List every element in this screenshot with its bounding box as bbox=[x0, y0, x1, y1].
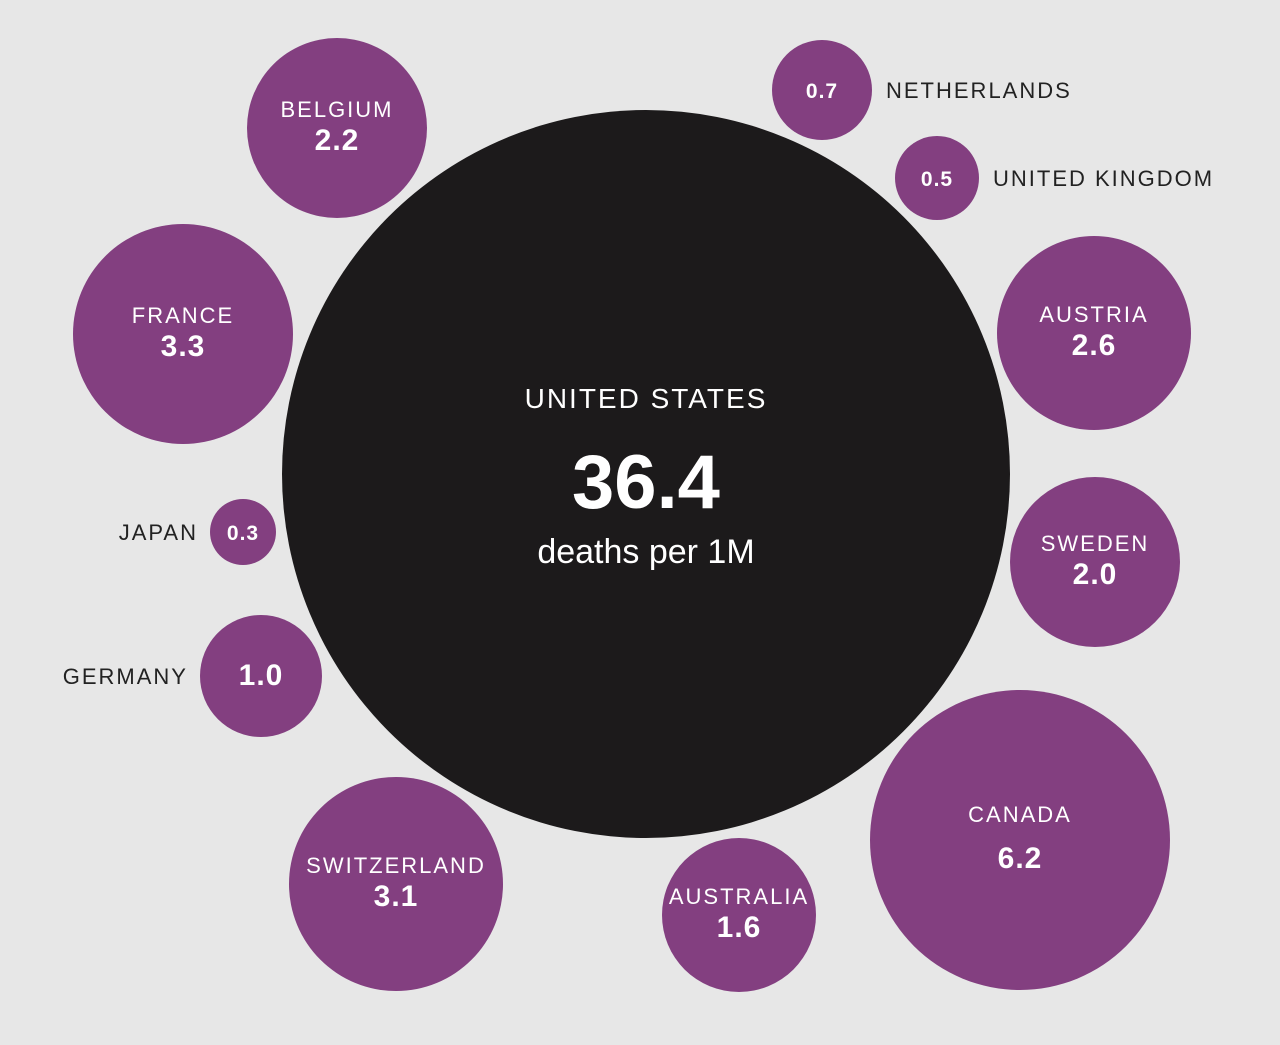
bubble-circle-belgium bbox=[247, 38, 427, 218]
bubble-circle-switzerland bbox=[289, 777, 503, 991]
bubble-name-united-kingdom: UNITED KINGDOM bbox=[993, 166, 1214, 191]
focus-country-label: UNITED STATES bbox=[525, 383, 768, 414]
bubble-name-japan: JAPAN bbox=[119, 520, 198, 545]
bubble-netherlands: 0.7 NETHERLANDS bbox=[772, 40, 1072, 140]
bubble-value-australia: 1.6 bbox=[717, 911, 762, 944]
bubble-circle-netherlands bbox=[772, 40, 872, 140]
bubble-canada: CANADA 6.2 bbox=[870, 690, 1170, 990]
bubble-circle-austria bbox=[997, 236, 1191, 430]
bubble-circle-germany bbox=[200, 615, 322, 737]
bubble-value-germany: 1.0 bbox=[239, 659, 284, 692]
bubble-name-canada: CANADA bbox=[968, 802, 1072, 827]
bubble-value-netherlands: 0.7 bbox=[806, 80, 838, 103]
focus-bubble-group: UNITED STATES 36.4 deaths per 1M bbox=[282, 110, 1010, 838]
focus-value-label: 36.4 bbox=[572, 440, 720, 525]
bubble-name-switzerland: SWITZERLAND bbox=[306, 853, 486, 878]
bubble-value-sweden: 2.0 bbox=[1073, 558, 1118, 591]
bubble-circle-australia bbox=[662, 838, 816, 992]
bubble-germany: 1.0 GERMANY bbox=[63, 615, 322, 737]
bubble-circle-france bbox=[73, 224, 293, 444]
bubble-name-belgium: BELGIUM bbox=[280, 97, 393, 122]
bubble-united-kingdom: 0.5 UNITED KINGDOM bbox=[895, 136, 1214, 220]
bubble-name-france: FRANCE bbox=[132, 303, 234, 328]
bubble-circle-sweden bbox=[1010, 477, 1180, 647]
bubble-value-france: 3.3 bbox=[161, 330, 206, 363]
bubble-value-switzerland: 3.1 bbox=[374, 880, 419, 913]
focus-unit-label: deaths per 1M bbox=[537, 533, 754, 571]
bubble-value-canada: 6.2 bbox=[998, 842, 1043, 875]
bubble-circle-canada bbox=[870, 690, 1170, 990]
bubble-name-germany: GERMANY bbox=[63, 664, 188, 689]
bubble-name-sweden: SWEDEN bbox=[1041, 531, 1150, 556]
bubble-value-belgium: 2.2 bbox=[315, 124, 360, 157]
bubble-name-netherlands: NETHERLANDS bbox=[886, 78, 1072, 103]
bubble-japan: 0.3 JAPAN bbox=[119, 499, 276, 565]
bubble-name-australia: AUSTRALIA bbox=[669, 884, 809, 909]
bubble-circle-japan bbox=[210, 499, 276, 565]
bubble-value-japan: 0.3 bbox=[227, 522, 259, 545]
bubble-value-austria: 2.6 bbox=[1072, 329, 1117, 362]
bubble-value-united-kingdom: 0.5 bbox=[921, 168, 953, 191]
focus-bubble bbox=[282, 110, 1010, 838]
bubble-name-austria: AUSTRIA bbox=[1039, 302, 1148, 327]
bubble-circle-united-kingdom bbox=[895, 136, 979, 220]
